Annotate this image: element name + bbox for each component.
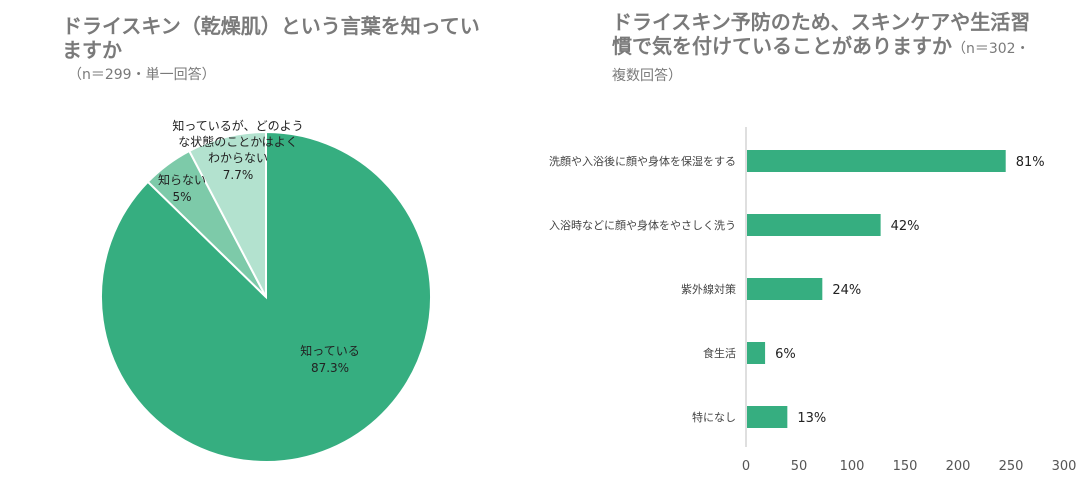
bar-value-label-4: 13% — [797, 411, 826, 426]
pie-label-1: 知らない — [158, 173, 206, 187]
x-tick-label-0: 0 — [742, 459, 750, 474]
bar-value-label-2: 24% — [832, 283, 861, 298]
bar-category-label-2: 紫外線対策 — [681, 282, 736, 296]
bar-value-label-1: 42% — [891, 219, 920, 234]
x-tick-label-2: 100 — [840, 459, 865, 474]
pie-chart: 知っている 87.3% 知らない 5% 知っているが、どのような状態のことかはよくわから… — [100, 118, 432, 463]
x-tick-label-4: 200 — [946, 459, 971, 474]
x-tick-label-3: 150 — [893, 459, 918, 474]
bar-chart-subtitle: （n＝302・複数回答） — [612, 41, 1030, 84]
x-tick-label-1: 50 — [791, 459, 808, 474]
pie-value-label-2: 7.7% — [223, 168, 254, 182]
pie-value-label-1: 5% — [172, 190, 191, 204]
x-tick-label-5: 250 — [999, 459, 1024, 474]
bar-category-label-0: 洗顔や入浴後に顔や身体を保湿をする — [549, 154, 736, 168]
bar-1 — [747, 214, 881, 236]
bar-category-label-1: 入浴時などに顔や身体をやさしく洗う — [549, 218, 736, 232]
pie-value-label-0: 87.3% — [311, 361, 349, 375]
pie-slice-2 — [187, 130, 267, 298]
bar-chart-title-text: ドライスキン予防のため、スキンケアや生活習慣で気を付けていることがありますか — [612, 10, 1031, 58]
bar-4 — [747, 406, 788, 428]
bar-chart-title: ドライスキン予防のため、スキンケアや生活習慣で気を付けていることがありますか（n… — [612, 10, 1042, 88]
bar-category-label-3: 食生活 — [703, 346, 736, 360]
bar-category-label-4: 特になし — [692, 410, 736, 424]
pie-label-0: 知っている — [300, 344, 359, 358]
bar-value-label-3: 6% — [775, 347, 796, 362]
bar-3 — [747, 342, 766, 364]
pie-label-2: 知っているが、どのような状態のことかはよくわからない — [172, 118, 303, 165]
pie-chart-subtitle: （n＝299・単一回答） — [68, 67, 216, 83]
bar-value-label-0: 81% — [1016, 155, 1045, 170]
bar-0 — [747, 150, 1006, 172]
x-tick-label-6: 300 — [1052, 459, 1077, 474]
pie-chart-title: ドライスキン（乾燥肌）という言葉を知っていますか — [62, 14, 480, 62]
bar-2 — [747, 278, 823, 300]
